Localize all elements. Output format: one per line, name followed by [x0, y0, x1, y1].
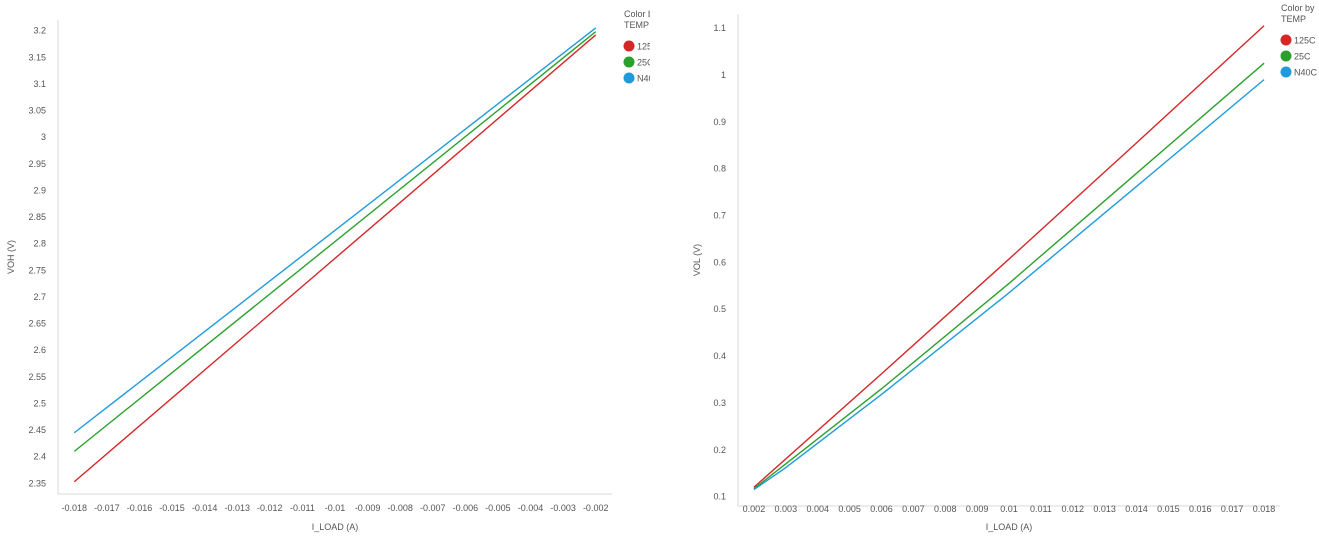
voh-x-tick-label: -0.013 — [224, 503, 250, 513]
voh-x-tick-label: -0.016 — [127, 503, 153, 513]
voh-y-tick-label: 2.6 — [33, 345, 46, 355]
vol-series-line-n40c — [753, 79, 1265, 491]
vol-x-tick-label: 0.014 — [1125, 504, 1148, 514]
voh-legend-title: Color by — [624, 9, 650, 19]
vol-y-tick-label: 0.6 — [713, 257, 726, 267]
voh-y-tick-label: 3.05 — [28, 106, 46, 116]
voh-x-tick-label: -0.006 — [453, 503, 479, 513]
vol-x-tick-label: 0.002 — [743, 504, 766, 514]
vol-x-axis-title: I_LOAD (A) — [986, 522, 1033, 532]
voh-y-tick-label: 2.35 — [28, 478, 46, 488]
vol-x-tick-label: 0.017 — [1221, 504, 1244, 514]
voh-x-tick-label: -0.014 — [192, 503, 218, 513]
voh-legend-label-25c[interactable]: 25C — [637, 58, 650, 68]
vol-y-tick-label: 1.1 — [713, 23, 726, 33]
vol-y-tick-label: 0.7 — [713, 210, 726, 220]
voh-y-tick-label: 2.7 — [33, 292, 46, 302]
vol-legend-title: Color by — [1281, 3, 1315, 13]
voh-x-tick-label: -0.002 — [583, 503, 609, 513]
vol-x-tick-label: 0.011 — [1030, 504, 1052, 514]
voh-legend-label-n40c[interactable]: N40C — [637, 74, 650, 84]
voh-y-tick-label: 2.75 — [28, 265, 46, 275]
vol-series-line-25c — [753, 62, 1265, 490]
voh-y-tick-label: 2.55 — [28, 372, 46, 382]
vol-legend-marker-n40c[interactable] — [1280, 66, 1292, 78]
voh-y-tick-label: 2.8 — [33, 239, 46, 249]
voh-x-tick-label: -0.011 — [290, 503, 315, 513]
voh-series-line-25c — [73, 31, 597, 452]
voh-x-tick-label: -0.015 — [159, 503, 185, 513]
vol-chart: 0.1 0.2 0.3 0.4 0.5 0.6 0.7 0.8 0.9 1 1.1 0.002 0.00… — [692, 3, 1318, 532]
voh-y-tick-label: 2.5 — [33, 398, 46, 408]
voh-x-tick-label: -0.009 — [355, 503, 381, 513]
voh-legend-marker-125c[interactable] — [623, 40, 635, 52]
voh-y-tick-label: 2.85 — [28, 212, 46, 222]
vol-x-tick-label: 0.012 — [1061, 504, 1084, 514]
voh-y-tick-label: 2.45 — [28, 425, 46, 435]
voh-y-tick-label: 3 — [41, 132, 46, 142]
voh-series-line-125c — [73, 34, 597, 483]
vol-x-tick-label: 0.01 — [1000, 504, 1018, 514]
voh-series-line-n40c — [73, 27, 597, 434]
voh-y-axis-title: VOH (V) — [6, 240, 16, 274]
voh-legend-marker-25c[interactable] — [623, 56, 635, 68]
voh-x-tick-label: -0.007 — [420, 503, 446, 513]
vol-x-tick-label: 0.016 — [1189, 504, 1212, 514]
vol-x-tick-label: 0.003 — [775, 504, 798, 514]
voh-chart-panel: 2.35 2.4 2.45 2.5 2.55 2.6 2.65 2.7 2.75 2.8 2.85 2… — [0, 0, 650, 542]
voh-x-tick-label: -0.005 — [485, 503, 511, 513]
vol-y-tick-label: 0.2 — [713, 445, 726, 455]
vol-x-tick-label: 0.015 — [1157, 504, 1180, 514]
vol-x-tick-label: 0.005 — [838, 504, 861, 514]
vol-legend-label-125c[interactable]: 125C — [1294, 36, 1316, 46]
vol-legend-label-25c[interactable]: 25C — [1294, 52, 1311, 62]
voh-legend-subtitle: TEMP — [624, 20, 649, 30]
vol-x-tick-label: 0.004 — [806, 504, 829, 514]
voh-x-tick-label: -0.012 — [257, 503, 283, 513]
vol-x-tick-label: 0.013 — [1093, 504, 1116, 514]
vol-legend-marker-25c[interactable] — [1280, 50, 1292, 62]
vol-y-tick-label: 0.3 — [713, 398, 726, 408]
voh-x-tick-label: -0.01 — [325, 503, 346, 513]
voh-x-tick-label: -0.003 — [550, 503, 576, 513]
vol-y-tick-label: 0.9 — [713, 117, 726, 127]
vol-x-tick-label: 0.018 — [1253, 504, 1276, 514]
voh-x-axis-title: I_LOAD (A) — [312, 522, 359, 532]
voh-y-tick-label: 3.15 — [28, 52, 46, 62]
voh-chart: 2.35 2.4 2.45 2.5 2.55 2.6 2.65 2.7 2.75 2.8 2.85 2… — [6, 9, 651, 532]
voh-x-tick-label: -0.018 — [62, 503, 88, 513]
vol-legend-marker-125c[interactable] — [1280, 34, 1292, 46]
voh-y-tick-label: 3.1 — [33, 79, 46, 89]
vol-legend-subtitle: TEMP — [1281, 14, 1306, 24]
voh-y-tick-label: 2.65 — [28, 319, 46, 329]
voh-legend-marker-n40c[interactable] — [623, 72, 635, 84]
voh-y-tick-label: 2.4 — [33, 452, 46, 462]
vol-y-tick-label: 0.5 — [713, 304, 726, 314]
vol-x-tick-label: 0.008 — [934, 504, 957, 514]
vol-y-axis-title: VOL (V) — [692, 244, 702, 276]
voh-x-tick-label: -0.004 — [518, 503, 544, 513]
vol-chart-panel: 0.1 0.2 0.3 0.4 0.5 0.6 0.7 0.8 0.9 1 1.1 0.002 0.00… — [680, 0, 1319, 542]
voh-y-tick-label: 2.95 — [28, 159, 46, 169]
voh-x-tick-label: -0.017 — [94, 503, 120, 513]
vol-y-tick-label: 0.8 — [713, 164, 726, 174]
voh-legend-label-125c[interactable]: 125C — [637, 42, 650, 52]
voh-x-tick-label: -0.008 — [387, 503, 413, 513]
vol-y-tick-label: 0.4 — [713, 351, 726, 361]
voh-y-tick-label: 2.9 — [33, 185, 46, 195]
voh-y-tick-label: 3.2 — [33, 26, 46, 36]
vol-x-tick-label: 0.006 — [870, 504, 893, 514]
vol-y-tick-label: 1 — [721, 70, 726, 80]
vol-series-line-125c — [753, 25, 1265, 488]
vol-legend-label-n40c[interactable]: N40C — [1294, 68, 1318, 78]
vol-x-tick-label: 0.007 — [902, 504, 925, 514]
vol-x-tick-label: 0.009 — [966, 504, 989, 514]
vol-y-tick-label: 0.1 — [713, 492, 726, 502]
